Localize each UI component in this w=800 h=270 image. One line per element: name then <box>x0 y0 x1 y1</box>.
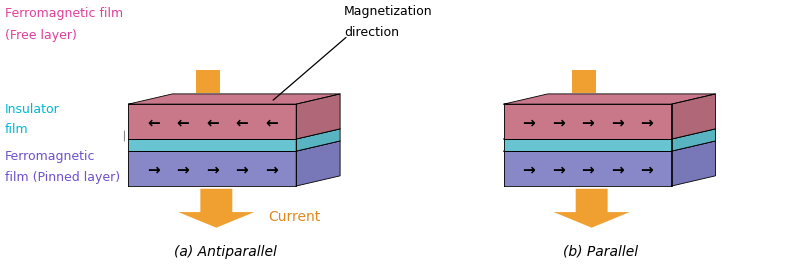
Polygon shape <box>129 129 340 139</box>
Text: Ferromagnetic film: Ferromagnetic film <box>5 7 123 21</box>
Text: film: film <box>5 123 28 136</box>
Polygon shape <box>296 141 340 186</box>
Polygon shape <box>671 129 715 151</box>
Text: Ferromagnetic: Ferromagnetic <box>5 150 95 163</box>
Text: (a) Antiparallel: (a) Antiparallel <box>174 245 277 259</box>
Polygon shape <box>196 70 220 93</box>
Text: ←: ← <box>177 116 189 131</box>
Text: ←: ← <box>265 116 278 131</box>
Polygon shape <box>554 189 630 228</box>
Text: →: → <box>522 163 535 178</box>
Polygon shape <box>504 104 671 139</box>
Polygon shape <box>504 94 715 104</box>
Polygon shape <box>178 189 254 228</box>
Text: Magnetization: Magnetization <box>344 5 433 18</box>
Text: →: → <box>552 163 565 178</box>
Text: Current: Current <box>268 210 321 224</box>
Text: →: → <box>522 116 535 131</box>
Text: →: → <box>640 116 653 131</box>
Text: →: → <box>265 163 278 178</box>
Text: ←: ← <box>206 116 218 131</box>
Text: direction: direction <box>344 26 399 39</box>
Polygon shape <box>504 151 671 186</box>
Text: →: → <box>552 116 565 131</box>
Text: →: → <box>640 163 653 178</box>
Text: Insulator: Insulator <box>5 103 59 116</box>
Polygon shape <box>129 94 340 104</box>
Text: →: → <box>582 163 594 178</box>
Polygon shape <box>129 141 340 151</box>
Text: →: → <box>147 163 160 178</box>
Polygon shape <box>129 139 296 151</box>
Text: ←: ← <box>147 116 160 131</box>
Text: →: → <box>235 163 248 178</box>
Text: →: → <box>582 116 594 131</box>
Polygon shape <box>129 104 296 139</box>
Text: →: → <box>611 163 623 178</box>
Text: ←: ← <box>235 116 248 131</box>
Polygon shape <box>504 139 671 151</box>
Text: film (Pinned layer): film (Pinned layer) <box>5 171 120 184</box>
Polygon shape <box>572 70 596 93</box>
Text: (b) Parallel: (b) Parallel <box>563 245 638 259</box>
Polygon shape <box>296 129 340 151</box>
Polygon shape <box>504 129 715 139</box>
Polygon shape <box>129 151 296 186</box>
Text: →: → <box>177 163 189 178</box>
Polygon shape <box>504 141 715 151</box>
Polygon shape <box>671 141 715 186</box>
Text: →: → <box>206 163 218 178</box>
Polygon shape <box>296 94 340 139</box>
Text: →: → <box>611 116 623 131</box>
Polygon shape <box>671 94 715 139</box>
Text: (Free layer): (Free layer) <box>5 29 77 42</box>
